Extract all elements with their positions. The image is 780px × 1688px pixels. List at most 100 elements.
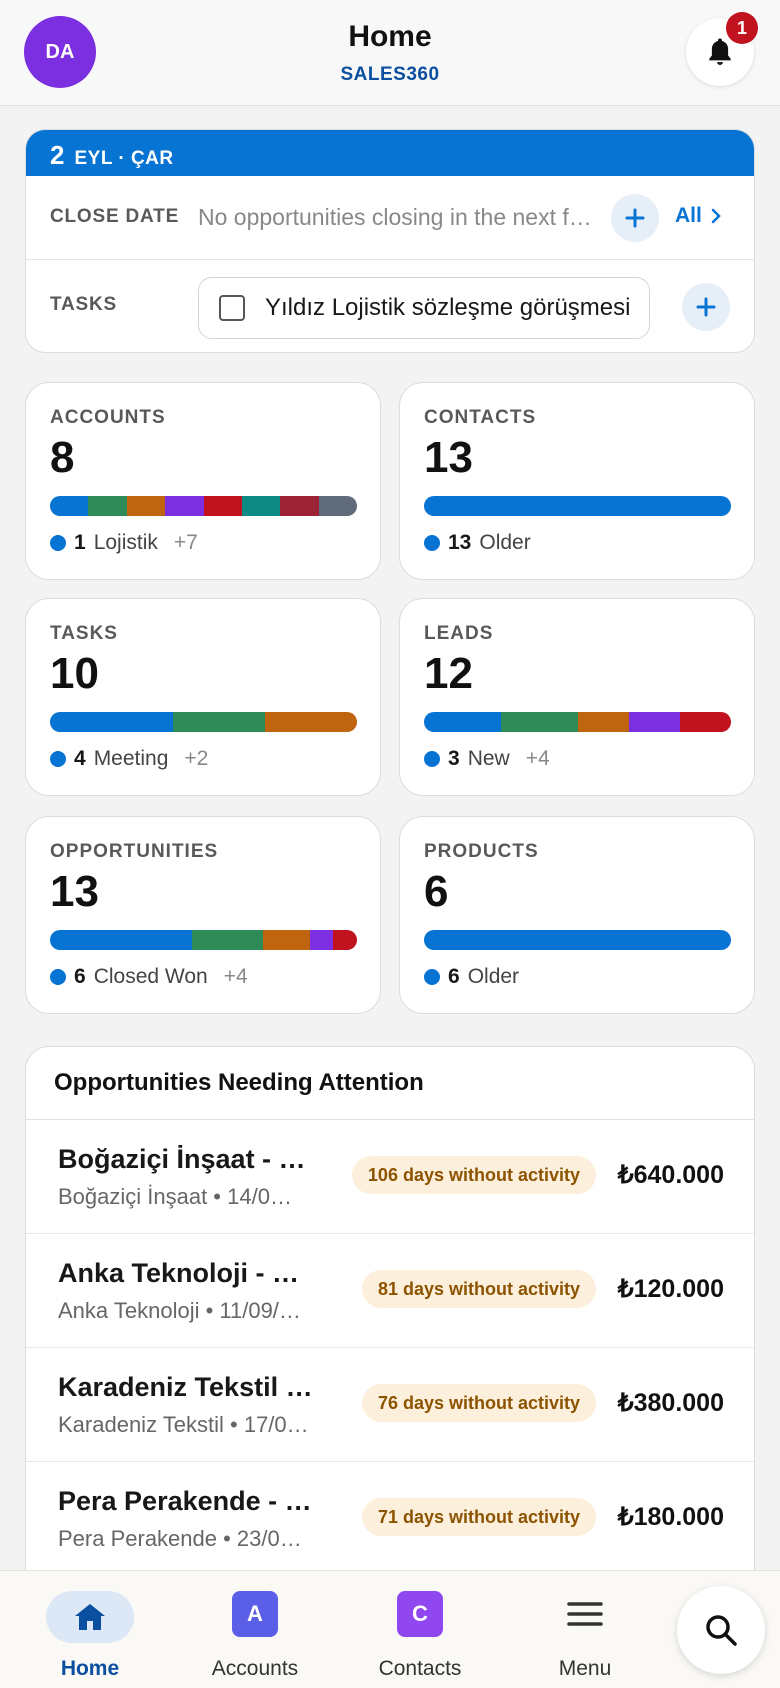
date-weekday: EYL · ÇAR bbox=[74, 148, 174, 169]
tile-breakdown-bar bbox=[424, 712, 731, 732]
legend-dot bbox=[50, 969, 66, 985]
tile-count: 10 bbox=[50, 649, 99, 698]
search-button[interactable] bbox=[677, 1586, 765, 1674]
nav-home-label: Home bbox=[60, 1657, 120, 1680]
nav-accounts-label: Accounts bbox=[211, 1657, 299, 1680]
close-date-row: CLOSE DATE No opportunities closing in t… bbox=[26, 176, 754, 260]
opportunity-row[interactable]: Anka Teknoloji - D… Anka Teknoloji • 11/0… bbox=[26, 1234, 754, 1348]
stat-tile-products[interactable]: PRODUCTS 6 6 Older bbox=[399, 816, 755, 1014]
legend-count: 4 bbox=[74, 747, 86, 770]
nav-home[interactable]: Home bbox=[15, 1571, 165, 1688]
add-opportunity-button[interactable] bbox=[611, 194, 659, 242]
opportunity-subtitle: Boğaziçi İnşaat • 14/0… bbox=[58, 1184, 292, 1209]
nav-contacts-label: Contacts bbox=[378, 1657, 462, 1680]
home-active-pill bbox=[46, 1591, 134, 1643]
legend-dot bbox=[50, 535, 66, 551]
tile-label: CONTACTS bbox=[424, 407, 537, 428]
tile-breakdown-bar bbox=[50, 930, 357, 950]
page-title: Home bbox=[348, 20, 432, 53]
app-brand: SALES360 bbox=[340, 64, 440, 85]
inactivity-badge: 76 days without activity bbox=[361, 1384, 596, 1422]
bar-segment bbox=[424, 930, 731, 950]
stat-tile-contacts[interactable]: CONTACTS 13 13 Older bbox=[399, 382, 755, 580]
tile-count: 8 bbox=[50, 433, 75, 482]
opportunity-amount: ₺120.000 bbox=[617, 1275, 724, 1303]
attention-card: Opportunities Needing Attention Boğaziçi… bbox=[25, 1046, 755, 1688]
bell-icon bbox=[709, 38, 731, 65]
home-icon bbox=[75, 1604, 105, 1630]
bar-segment bbox=[241, 496, 281, 516]
opportunity-amount: ₺640.000 bbox=[617, 1161, 724, 1189]
stat-tile-leads[interactable]: LEADS 12 3 New +4 bbox=[399, 598, 755, 796]
tile-legend: 6 Closed Won +4 bbox=[50, 965, 248, 989]
all-opportunities-link[interactable]: All bbox=[675, 204, 722, 228]
opportunity-row[interactable]: Karadeniz Tekstil -… Karadeniz Tekstil • … bbox=[26, 1348, 754, 1462]
close-date-empty-text: No opportunities closing in the next few… bbox=[198, 204, 598, 230]
date-card: 2 EYL · ÇAR CLOSE DATE No opportunities … bbox=[25, 129, 755, 353]
legend-dot bbox=[424, 535, 440, 551]
close-date-label: CLOSE DATE bbox=[50, 206, 180, 227]
legend-more: +4 bbox=[525, 747, 550, 770]
bar-segment bbox=[172, 712, 265, 732]
stat-tile-opportunities[interactable]: OPPORTUNITIES 13 6 Closed Won +4 bbox=[25, 816, 381, 1014]
bar-segment bbox=[165, 496, 204, 516]
opportunity-subtitle: Karadeniz Tekstil • 17/0… bbox=[58, 1412, 309, 1437]
tasks-label: TASKS bbox=[50, 294, 117, 315]
opportunity-name: Karadeniz Tekstil -… bbox=[58, 1372, 316, 1402]
contacts-icon: C bbox=[397, 1591, 443, 1637]
opportunity-row[interactable]: Pera Perakende - … Pera Perakende • 23/0…… bbox=[26, 1462, 754, 1576]
nav-contacts[interactable]: C Contacts bbox=[345, 1571, 495, 1688]
tile-breakdown-bar bbox=[50, 712, 357, 732]
tile-legend: 4 Meeting +2 bbox=[50, 747, 208, 771]
inactivity-badge: 106 days without activity bbox=[351, 1156, 596, 1194]
plus-icon bbox=[696, 297, 716, 317]
tile-legend: 6 Older bbox=[424, 965, 519, 989]
tile-label: PRODUCTS bbox=[424, 841, 539, 862]
stat-tile-tasks[interactable]: TASKS 10 4 Meeting +2 bbox=[25, 598, 381, 796]
tile-count: 13 bbox=[424, 433, 473, 482]
bar-segment bbox=[126, 496, 166, 516]
tile-legend: 1 Lojistik +7 bbox=[50, 531, 198, 555]
opportunity-name: Anka Teknoloji - D… bbox=[58, 1258, 316, 1288]
bar-segment bbox=[50, 930, 192, 950]
legend-text: Older bbox=[467, 965, 520, 988]
opportunity-amount: ₺180.000 bbox=[617, 1503, 724, 1531]
opportunity-subtitle: Anka Teknoloji • 11/09/… bbox=[58, 1298, 301, 1323]
bar-segment bbox=[203, 496, 242, 516]
nav-accounts[interactable]: A Accounts bbox=[180, 1571, 330, 1688]
add-task-button[interactable] bbox=[682, 283, 730, 331]
bar-segment bbox=[262, 930, 310, 950]
opportunity-row[interactable]: Boğaziçi İnşaat - … Boğaziçi İnşaat • 14/… bbox=[26, 1120, 754, 1234]
task-chip[interactable]: Yıldız Lojistik sözleşme görüşmesi bbox=[198, 277, 650, 339]
tile-breakdown-bar bbox=[424, 496, 731, 516]
bar-segment bbox=[424, 712, 501, 732]
bar-segment bbox=[679, 712, 731, 732]
bar-segment bbox=[264, 712, 357, 732]
user-avatar[interactable]: DA bbox=[24, 16, 96, 88]
inactivity-badge: 81 days without activity bbox=[361, 1270, 596, 1308]
legend-dot bbox=[50, 751, 66, 767]
tile-label: LEADS bbox=[424, 623, 494, 644]
legend-dot bbox=[424, 751, 440, 767]
bar-segment bbox=[318, 496, 357, 516]
tile-breakdown-bar bbox=[424, 930, 731, 950]
legend-text: New bbox=[467, 747, 510, 770]
date-band: 2 EYL · ÇAR bbox=[26, 130, 754, 176]
task-title: Yıldız Lojistik sözleşme görüşmesi bbox=[265, 294, 631, 321]
plus-icon bbox=[625, 208, 645, 228]
legend-count: 1 bbox=[74, 531, 86, 554]
legend-text: Older bbox=[479, 531, 531, 554]
nav-menu[interactable]: Menu bbox=[510, 1571, 660, 1688]
tile-legend: 3 New +4 bbox=[424, 747, 550, 771]
opportunity-name: Pera Perakende - … bbox=[58, 1486, 312, 1516]
bar-segment bbox=[628, 712, 680, 732]
opportunity-amount: ₺380.000 bbox=[617, 1389, 724, 1417]
app-header: DA Home SALES360 1 bbox=[0, 0, 780, 106]
task-checkbox[interactable] bbox=[219, 295, 245, 321]
legend-more: +2 bbox=[184, 747, 209, 770]
nav-menu-label: Menu bbox=[558, 1657, 612, 1680]
search-icon bbox=[706, 1615, 737, 1646]
stat-tile-accounts[interactable]: ACCOUNTS 8 1 Lojistik +7 bbox=[25, 382, 381, 580]
bar-segment bbox=[333, 930, 357, 950]
tile-label: TASKS bbox=[50, 623, 118, 644]
